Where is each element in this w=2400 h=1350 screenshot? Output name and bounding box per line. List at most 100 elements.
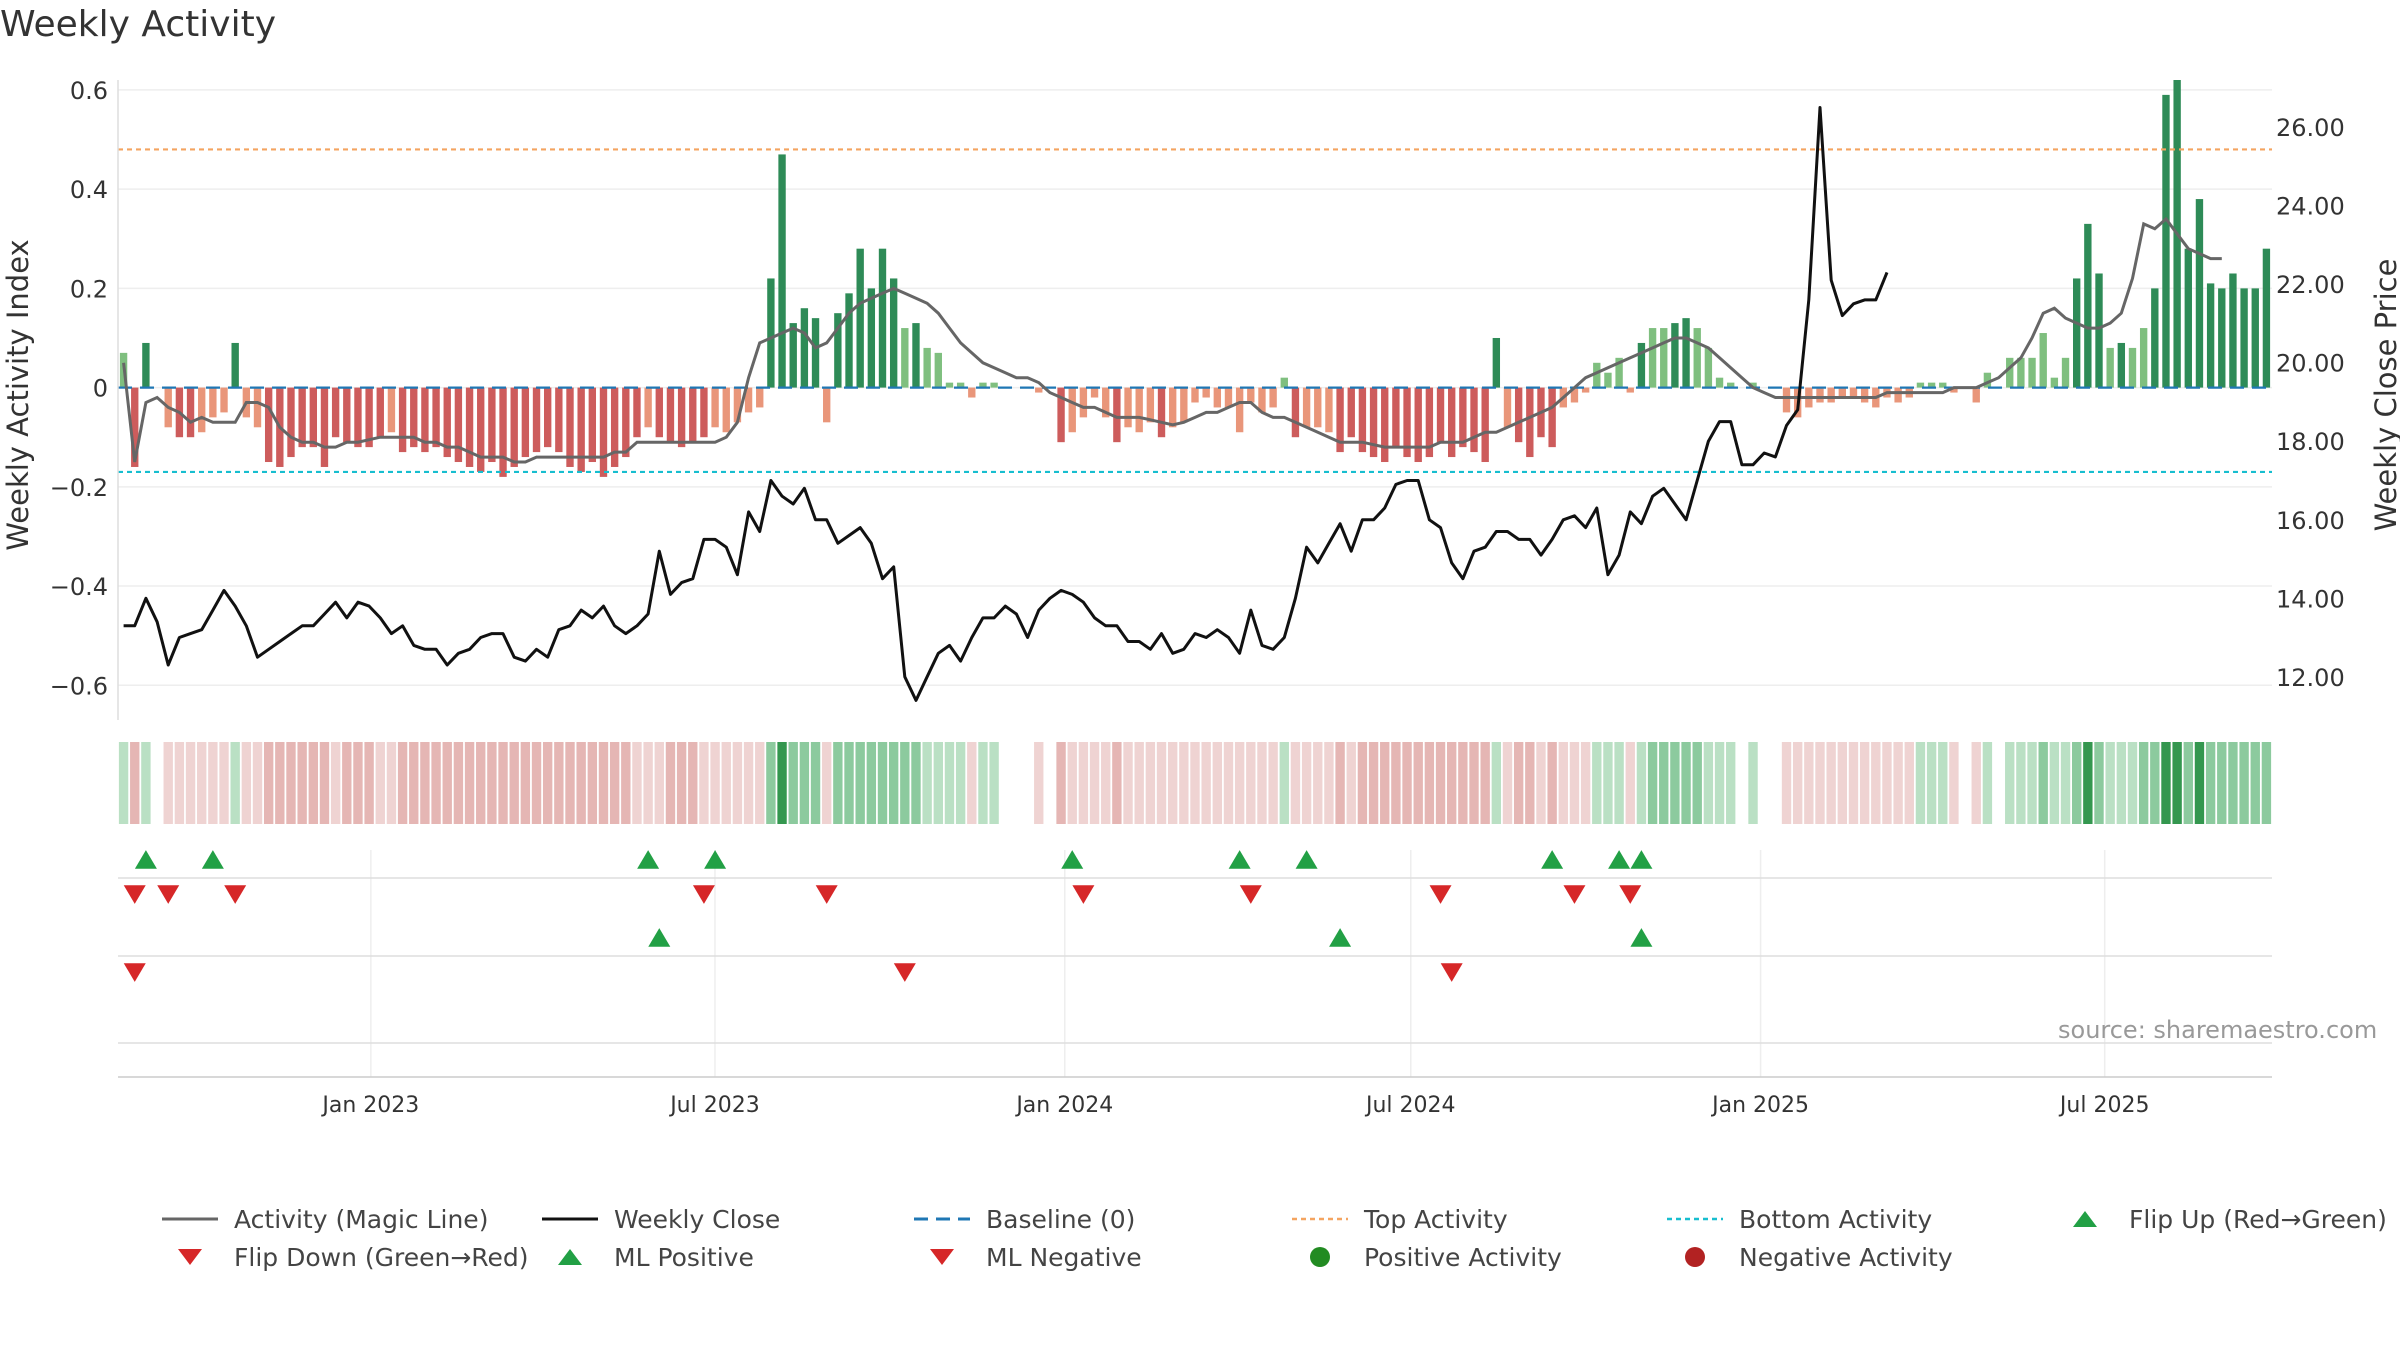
legend-swatch [542,1217,598,1221]
flip-down-marker [123,885,146,904]
strip-cell [554,742,564,824]
activity-bar [2218,288,2226,388]
strip-cell [1023,742,1032,824]
strip-cell [1491,742,1502,824]
strip-cell [2127,742,2138,824]
activity-bar [1782,387,1791,413]
activity-bar [454,387,463,463]
strip-cell [1458,742,1468,824]
activity-bar [1369,387,1378,458]
strip-cell [1692,742,1702,824]
strip-cell [654,742,664,824]
activity-bar [331,387,340,438]
activity-bar [2251,288,2259,388]
legend-swatch [1667,1217,1723,1221]
strip-cell [2194,742,2205,824]
strip-cell [1045,742,1054,824]
strip-cell [2060,742,2071,824]
activity-bar [1057,387,1065,443]
activity-bar [2050,377,2059,388]
activity-bar [610,387,619,467]
x-axis: Jan 2023 Jul 2023 Jan 2024 Jul 2024 Jan 2025… [118,1076,2272,1118]
strip-cell [520,742,531,824]
strip-cell [900,742,910,824]
strip-cell [1301,742,1312,824]
strip-cell [509,742,519,824]
activity-bar [677,387,686,448]
legend-item-pos-activity: Positive Activity [1290,1238,1562,1276]
legend-item-baseline: Baseline (0) [912,1200,1135,1238]
legend-item-flip-up: Flip Up (Red→Green) [2055,1200,2387,1238]
strip-cell [185,742,196,824]
strip-cell [1938,742,1948,824]
y-tick-label: 0.4 [70,176,108,204]
activity-bar [1838,387,1846,398]
activity-bar [1983,372,1992,388]
activity-bar [1291,387,1300,438]
strip-cell [252,742,263,824]
strip-cell [1636,742,1647,824]
activity-bar [1827,387,1835,403]
activity-bar [1816,387,1824,403]
strip-cell [542,742,553,824]
strip-cell [1792,742,1803,824]
activity-bar [923,347,931,388]
activity-bar [1581,387,1590,393]
activity-bar [778,154,786,388]
activity-bar [2039,333,2047,388]
legend-label: Negative Activity [1739,1242,1953,1272]
activity-bar [231,342,239,388]
activity-bar [532,387,541,453]
y-tick-label: −0.6 [50,672,108,700]
strip-cell [833,742,843,824]
strip-cell [2172,742,2182,824]
legend-item-magic: Activity (Magic Line) [160,1200,488,1238]
activity-bar [1280,377,1288,388]
activity-bar [1403,387,1411,458]
strip-cell [1134,742,1144,824]
y-tick-label: 0 [93,375,108,403]
strip-cell [1246,742,1256,824]
chart-title: Weekly Activity [0,4,277,45]
activity-bar [186,387,195,438]
activity-bar [1749,382,1757,388]
activity-bar [398,387,407,453]
strip-cell [1826,742,1836,824]
activity-bar [320,387,329,467]
strip-cell [2038,742,2048,824]
activity-bars [119,80,2271,477]
activity-bar [990,382,998,388]
strip-cell [1926,742,1937,824]
strip-cell [1402,742,1412,824]
strip-cell [1078,742,1089,824]
x-tick-label: Jul 2025 [2058,1093,2150,1118]
flip-up-marker [704,850,727,869]
strip-cell [397,742,408,824]
strip-cell [1223,742,1234,824]
activity-bar [711,387,719,428]
strip-cell [2239,742,2249,824]
strip-cell [2250,742,2260,824]
y2-tick-label: 18.00 [2276,428,2345,456]
strip-cell [1547,742,1557,824]
ml-negative-marker [123,963,146,982]
strip-cell [409,742,419,824]
activity-bar [1704,347,1713,388]
strip-cell [1034,742,1044,824]
activity-bar [1180,387,1188,423]
x-tick-label: Jul 2024 [1364,1093,1456,1118]
activity-bar [2184,248,2192,388]
activity-bar [1492,337,1501,388]
activity-bar [298,387,306,448]
ml-positive-marker [648,928,671,947]
activity-bar [2095,273,2103,388]
strip-cell [2138,742,2149,824]
strip-cell [676,742,687,824]
activity-bar [309,387,317,448]
strip-cell [1346,742,1356,824]
activity-bar [354,387,362,448]
strip-cell [1536,742,1546,824]
strip-cell [598,742,609,824]
strip-cell [855,742,865,824]
